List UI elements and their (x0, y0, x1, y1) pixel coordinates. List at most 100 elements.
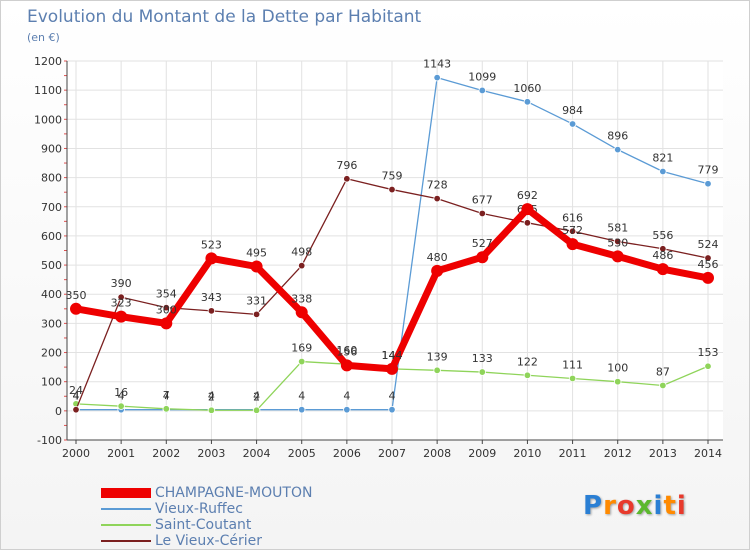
data-label: 338 (291, 292, 312, 305)
data-point (568, 227, 577, 235)
x-tick-label: 2002 (152, 447, 180, 460)
y-tick-label: 300 (41, 317, 62, 330)
x-tick-label: 2003 (197, 447, 225, 460)
y-tick-label: 500 (41, 259, 62, 272)
data-label: 16 (114, 386, 128, 399)
data-label: 523 (201, 238, 222, 251)
data-point (523, 219, 532, 227)
legend-label-champagne-mouton: CHAMPAGNE-MOUTON (155, 485, 313, 501)
data-label: 498 (291, 246, 312, 259)
data-label: 572 (562, 224, 583, 237)
x-tick-label: 2011 (559, 447, 587, 460)
logo-letter: i (653, 491, 664, 521)
data-point (298, 357, 306, 366)
data-point (70, 302, 82, 315)
data-label: 133 (472, 352, 493, 365)
x-tick-label: 2009 (468, 447, 496, 460)
legend-swatch-le-vieux-cerier (101, 540, 151, 542)
legend-label-le-vieux-cerier: Le Vieux-Cérier (155, 533, 263, 549)
data-label: 4 (298, 390, 305, 403)
data-point (478, 368, 486, 376)
data-point (115, 310, 128, 323)
logo-letter: i (676, 491, 687, 521)
data-point (568, 374, 577, 383)
legend-swatch-champagne-mouton (101, 488, 151, 498)
y-tick-label: 900 (41, 142, 62, 155)
y-tick-label: 700 (41, 201, 62, 214)
data-point (298, 405, 306, 414)
data-point (521, 203, 534, 216)
x-tick-label: 2008 (423, 447, 451, 460)
data-point (252, 310, 261, 319)
data-label: 616 (562, 211, 583, 224)
data-label: 495 (246, 247, 267, 260)
y-tick-label: 200 (41, 347, 62, 360)
data-label: 100 (607, 362, 628, 375)
data-label: 323 (111, 297, 132, 310)
y-tick-label: 400 (41, 288, 62, 301)
y-tick-label: 100 (41, 376, 62, 389)
data-label: 354 (156, 288, 177, 301)
data-point (252, 406, 261, 414)
data-point (659, 167, 667, 176)
data-point (704, 180, 712, 188)
data-label: 4 (118, 390, 125, 403)
data-label: 4 (163, 390, 170, 403)
data-label: 390 (111, 277, 132, 290)
data-point (478, 209, 486, 218)
y-tick-label: 1000 (34, 113, 62, 126)
data-point (162, 405, 170, 413)
data-point (433, 366, 441, 375)
data-label: 527 (472, 237, 493, 250)
x-tick-label: 2012 (604, 447, 632, 460)
data-point (160, 317, 173, 330)
data-label: 530 (607, 236, 628, 249)
data-point (476, 251, 489, 264)
data-label: 122 (517, 355, 538, 368)
x-tick-label: 2004 (243, 447, 271, 460)
chart-title: Evolution du Montant de la Dette par Hab… (27, 7, 422, 27)
x-tick-label: 2007 (378, 447, 406, 460)
data-label: 480 (427, 251, 448, 264)
plot-area (67, 61, 723, 440)
data-point (523, 98, 532, 106)
logo-letter: o (616, 491, 636, 521)
data-point (388, 405, 396, 414)
series-0: 350 323 300 523 495 338 156 144 480 527 692 572 530 4… (66, 189, 719, 375)
x-tick-label: 2001 (107, 447, 135, 460)
data-point (72, 405, 80, 414)
proxiti-logo: Proxiti (583, 491, 687, 521)
data-point (702, 271, 714, 284)
data-point (433, 194, 441, 203)
data-point (162, 303, 170, 312)
data-point (343, 175, 351, 183)
data-label: 728 (427, 179, 448, 192)
data-point (478, 86, 486, 95)
data-point (388, 185, 396, 194)
x-tick-label: 2010 (513, 447, 541, 460)
data-label: 556 (652, 229, 673, 242)
data-point (431, 264, 444, 277)
data-point (207, 307, 216, 315)
y-tick-label: 0 (55, 405, 62, 418)
data-label: 139 (427, 350, 448, 363)
data-point (614, 377, 622, 386)
logo-letter: t (663, 491, 677, 521)
y-tick-label: 600 (41, 230, 62, 243)
data-label: 2 (208, 390, 215, 403)
y-tick-label: 1200 (34, 55, 62, 68)
data-point (250, 260, 263, 273)
data-label: 1143 (423, 58, 451, 71)
data-point (205, 252, 218, 265)
chart-subtitle: (en €) (27, 31, 60, 44)
data-label: 331 (246, 294, 267, 307)
data-point (704, 254, 712, 262)
data-label: 896 (607, 130, 628, 143)
data-label: 87 (656, 365, 670, 378)
data-label: 796 (336, 159, 357, 172)
data-label: 2 (253, 390, 260, 403)
data-label: 169 (291, 342, 312, 355)
data-point (659, 381, 667, 390)
